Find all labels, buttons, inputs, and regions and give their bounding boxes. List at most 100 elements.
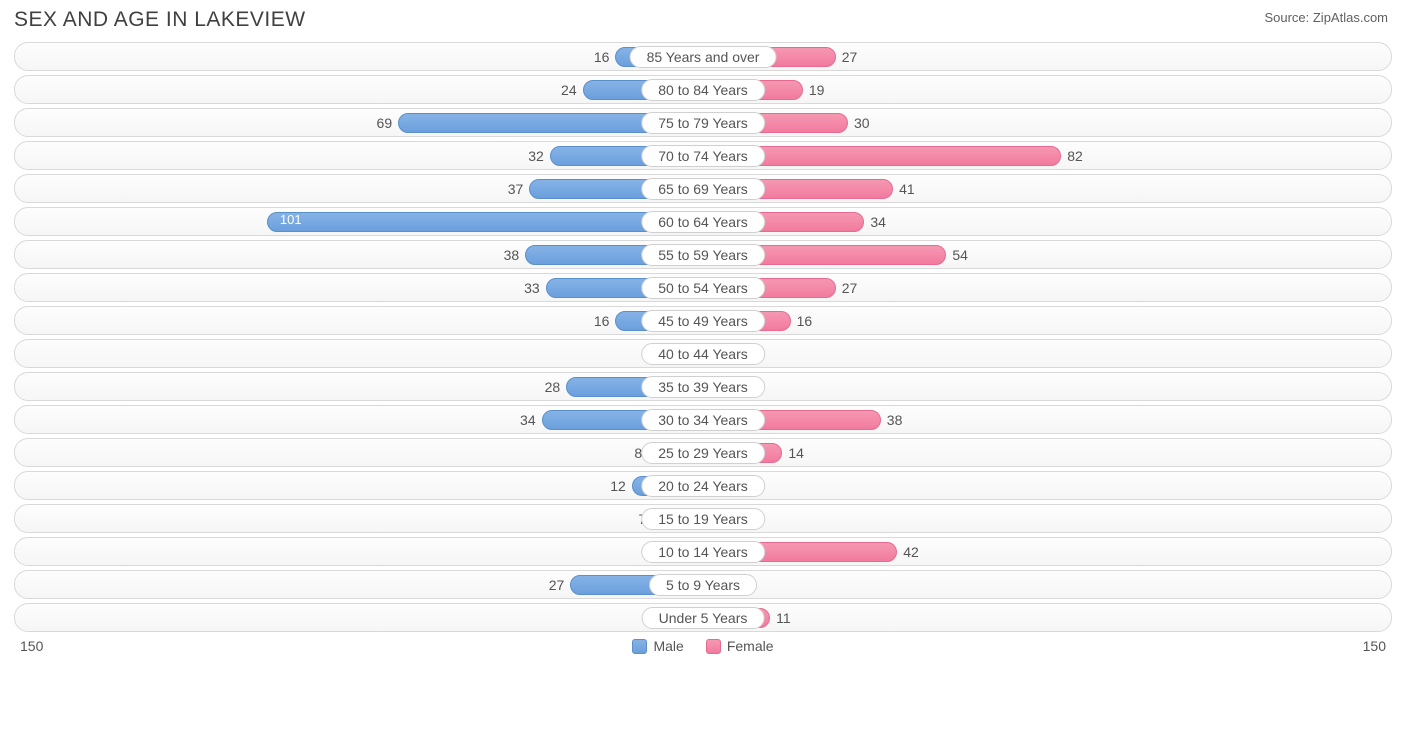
female-value: 27 <box>842 281 858 295</box>
chart-row: 16 27 85 Years and over <box>14 42 1392 71</box>
male-half: 33 <box>19 276 703 299</box>
male-value: 38 <box>504 248 520 262</box>
legend-female-swatch <box>706 639 721 654</box>
chart-row: 611Under 5 Years <box>14 603 1392 632</box>
chart-row: 12320 to 24 Years <box>14 471 1392 500</box>
category-pill: 35 to 39 Years <box>641 376 765 398</box>
category-pill: 70 to 74 Years <box>641 145 765 167</box>
female-value: 34 <box>870 215 886 229</box>
female-half: 11 <box>703 606 1387 629</box>
category-pill: 55 to 59 Years <box>641 244 765 266</box>
male-half: 7 <box>19 507 703 530</box>
chart-row: 37 41 65 to 69 Years <box>14 174 1392 203</box>
male-value: 32 <box>528 149 544 163</box>
legend-female-label: Female <box>727 638 774 654</box>
chart-row: 69 30 75 to 79 Years <box>14 108 1392 137</box>
male-value: 34 <box>520 413 536 427</box>
chart-row: 101 34 60 to 64 Years <box>14 207 1392 236</box>
chart-row: 38 5455 to 59 Years <box>14 240 1392 269</box>
female-half: 27 <box>703 45 1387 68</box>
chart-row: 343830 to 34 Years <box>14 405 1392 434</box>
chart-row: 27 45 to 9 Years <box>14 570 1392 599</box>
female-value: 27 <box>842 50 858 64</box>
male-half: 16 <box>19 309 703 332</box>
chart-rows: 162785 Years and over241980 to 84 Years6… <box>14 42 1392 632</box>
category-pill: 85 Years and over <box>630 46 777 68</box>
category-pill: 75 to 79 Years <box>641 112 765 134</box>
female-half: 54 <box>703 243 1387 266</box>
category-pill: 65 to 69 Years <box>641 178 765 200</box>
female-half: 3 <box>703 474 1387 497</box>
female-value: 19 <box>809 83 825 97</box>
male-value: 27 <box>549 578 565 592</box>
male-half: 24 <box>19 78 703 101</box>
category-pill: 60 to 64 Years <box>641 211 765 233</box>
axis-label-right: 150 <box>1363 638 1386 654</box>
female-half: 30 <box>703 111 1387 134</box>
male-half: 28 <box>19 375 703 398</box>
chart-container: SEX AND AGE IN LAKEVIEW Source: ZipAtlas… <box>0 0 1406 741</box>
male-value: 101 <box>280 213 302 226</box>
male-half: 5 <box>19 342 703 365</box>
male-half: 69 <box>19 111 703 134</box>
axis-label-left: 150 <box>20 638 43 654</box>
female-half: 16 <box>703 309 1387 332</box>
male-value: 16 <box>594 314 610 328</box>
female-value: 14 <box>788 446 804 460</box>
legend-male-swatch <box>632 639 647 654</box>
category-pill: 20 to 24 Years <box>641 475 765 497</box>
chart-source: Source: ZipAtlas.com <box>1264 8 1388 25</box>
category-pill: 50 to 54 Years <box>641 277 765 299</box>
chart-row: 32 8270 to 74 Years <box>14 141 1392 170</box>
male-value: 69 <box>377 116 393 130</box>
female-value: 30 <box>854 116 870 130</box>
male-half: 4 <box>19 540 703 563</box>
female-half: 3 <box>703 375 1387 398</box>
male-half: 38 <box>19 243 703 266</box>
legend-male: Male <box>632 638 683 654</box>
female-value: 16 <box>797 314 813 328</box>
female-value: 38 <box>887 413 903 427</box>
category-pill: 80 to 84 Years <box>641 79 765 101</box>
male-half: 16 <box>19 45 703 68</box>
chart-title: SEX AND AGE IN LAKEVIEW <box>14 8 306 32</box>
male-value: 16 <box>594 50 610 64</box>
female-value: 41 <box>899 182 915 196</box>
legend-male-label: Male <box>653 638 683 654</box>
female-half: 27 <box>703 276 1387 299</box>
male-value: 24 <box>561 83 577 97</box>
female-half: 41 <box>703 177 1387 200</box>
category-pill: 40 to 44 Years <box>641 343 765 365</box>
male-half: 8 <box>19 441 703 464</box>
female-half: 6 <box>703 342 1387 365</box>
female-half: 38 <box>703 408 1387 431</box>
male-half: 12 <box>19 474 703 497</box>
male-half: 6 <box>19 606 703 629</box>
female-half: 4 <box>703 573 1387 596</box>
male-half: 27 <box>19 573 703 596</box>
category-pill: 5 to 9 Years <box>649 574 757 596</box>
category-pill: Under 5 Years <box>642 607 765 629</box>
male-value: 37 <box>508 182 524 196</box>
chart-header: SEX AND AGE IN LAKEVIEW Source: ZipAtlas… <box>14 8 1392 42</box>
male-half: 32 <box>19 144 703 167</box>
male-value: 28 <box>545 380 561 394</box>
female-half: 82 <box>703 144 1387 167</box>
legend-female: Female <box>706 638 774 654</box>
female-half: 14 <box>703 441 1387 464</box>
chart-footer: 150 Male Female 150 <box>14 638 1392 654</box>
male-half: 34 <box>19 408 703 431</box>
chart-row: 4 42 10 to 14 Years <box>14 537 1392 566</box>
male-half: 101 <box>19 210 703 233</box>
category-pill: 15 to 19 Years <box>641 508 765 530</box>
chart-row: 28 335 to 39 Years <box>14 372 1392 401</box>
female-value: 42 <box>903 545 919 559</box>
category-pill: 45 to 49 Years <box>641 310 765 332</box>
category-pill: 10 to 14 Years <box>641 541 765 563</box>
female-half: 42 <box>703 540 1387 563</box>
female-half: 1 <box>703 507 1387 530</box>
male-half: 37 <box>19 177 703 200</box>
chart-row: 33 27 50 to 54 Years <box>14 273 1392 302</box>
chart-row: 7115 to 19 Years <box>14 504 1392 533</box>
chart-row: 81425 to 29 Years <box>14 438 1392 467</box>
